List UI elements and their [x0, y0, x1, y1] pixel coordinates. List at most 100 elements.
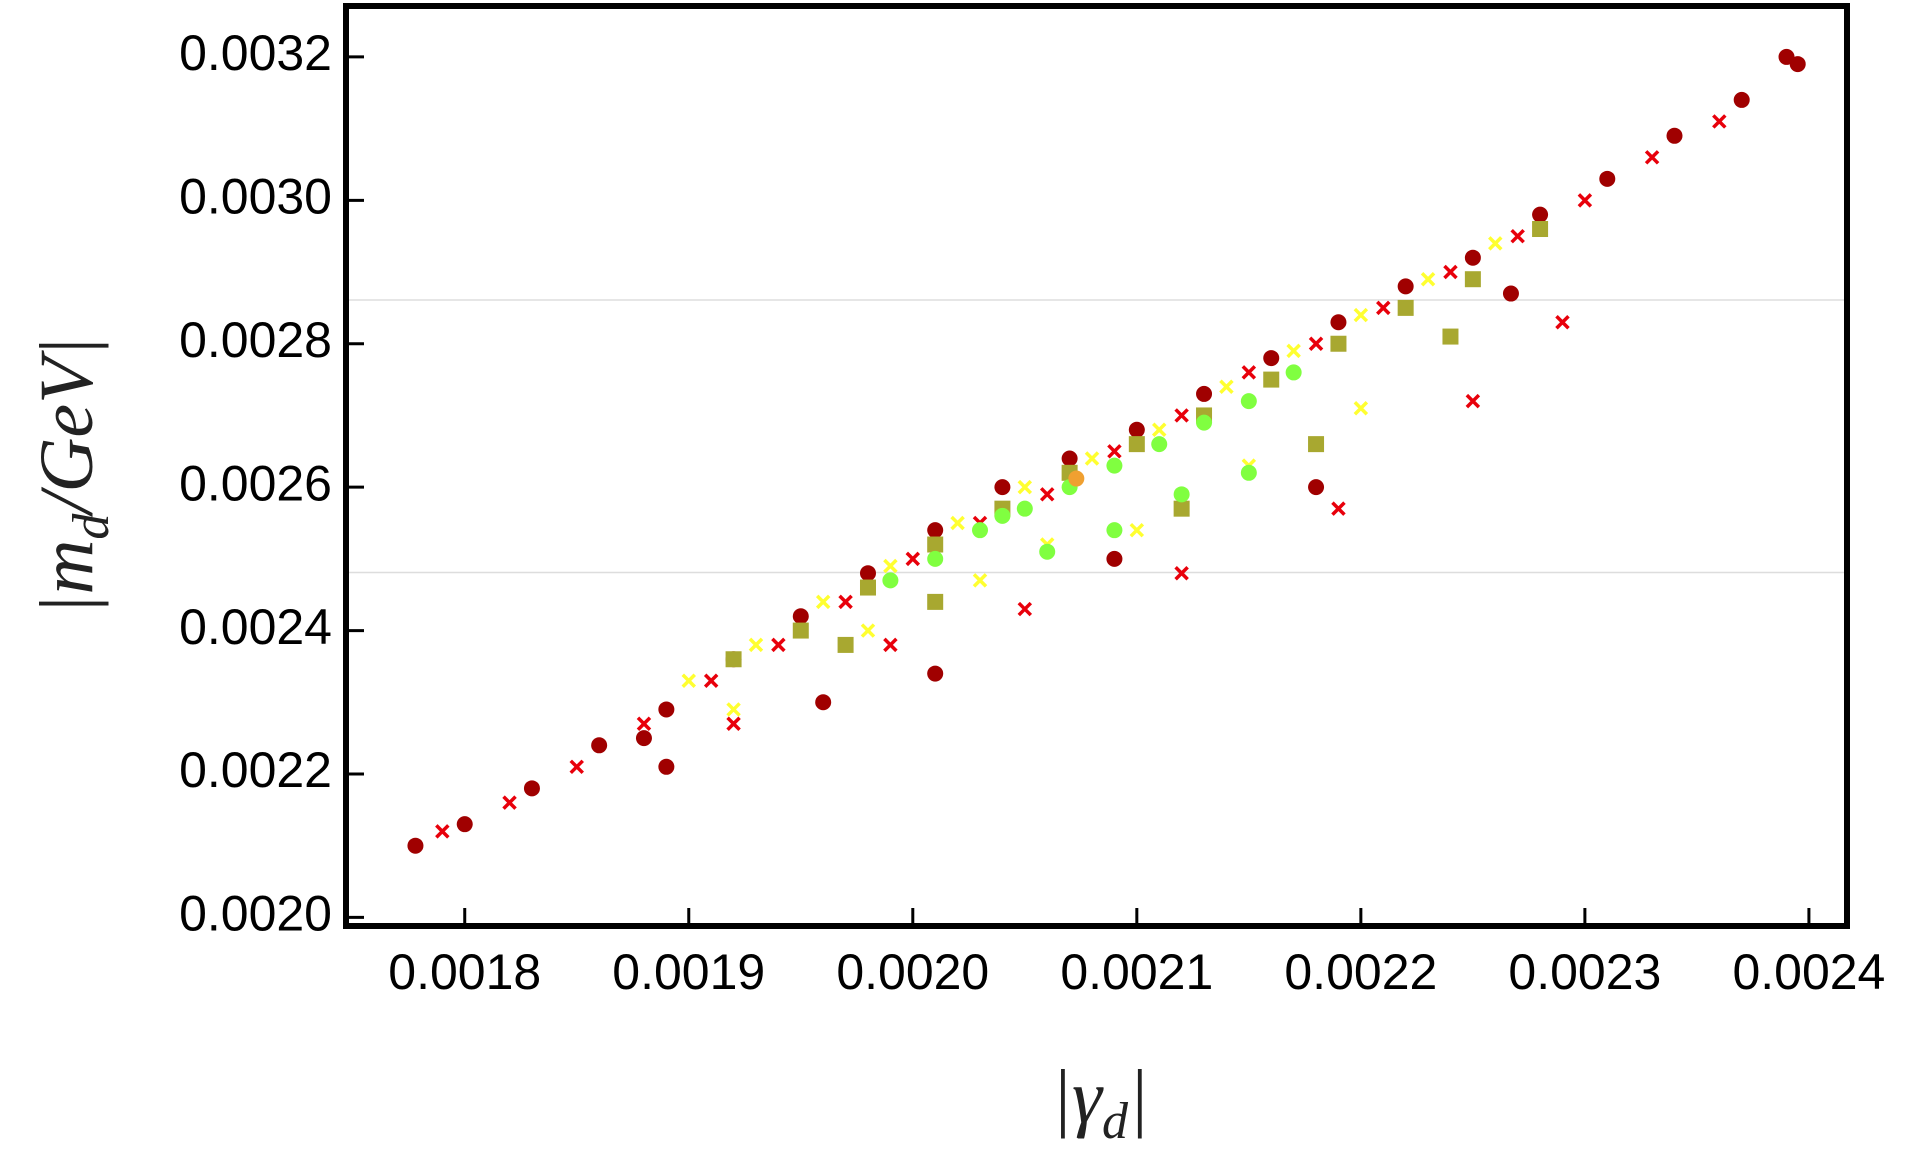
- point: [837, 636, 854, 653]
- point: [1789, 56, 1806, 73]
- point: [1465, 393, 1481, 409]
- point: [502, 795, 517, 810]
- point: [658, 758, 675, 775]
- y-label-sub: d: [63, 513, 120, 540]
- x-label-main: |γ: [1051, 1055, 1104, 1139]
- point: [972, 573, 988, 588]
- point: [1107, 444, 1122, 459]
- point: [905, 551, 921, 567]
- y-axis-label: |md/GeV|: [25, 337, 120, 616]
- point: [927, 522, 944, 539]
- point: [1061, 450, 1078, 467]
- point: [1397, 299, 1414, 316]
- point: [1420, 271, 1436, 287]
- point: [927, 550, 944, 567]
- x-tick-label: 0.0021: [1060, 944, 1213, 1000]
- point: [435, 824, 450, 839]
- point: [1039, 543, 1056, 560]
- point: [1263, 371, 1280, 388]
- point: [1173, 500, 1190, 517]
- point: [1263, 350, 1280, 367]
- point: [972, 522, 989, 539]
- point: [1129, 522, 1145, 538]
- point: [1577, 193, 1593, 208]
- point: [725, 651, 742, 668]
- point: [815, 694, 832, 711]
- point: [1084, 451, 1100, 466]
- point: [1733, 91, 1750, 108]
- point: [1174, 565, 1189, 581]
- point: [1151, 436, 1168, 453]
- point: [703, 673, 719, 688]
- point: [1510, 228, 1525, 244]
- point: [569, 759, 584, 775]
- y-tick-label: 0.0020: [179, 886, 332, 942]
- point: [1240, 393, 1257, 410]
- point: [1353, 401, 1369, 416]
- point: [1241, 365, 1257, 380]
- point: [1532, 221, 1549, 238]
- point: [994, 507, 1011, 524]
- point: [1666, 127, 1683, 144]
- y-label-main: |m: [25, 540, 109, 616]
- point: [1286, 343, 1301, 359]
- point: [927, 593, 944, 610]
- point: [1308, 479, 1325, 496]
- point: [1128, 421, 1145, 438]
- x-axis-label: |γd|: [1051, 1055, 1149, 1150]
- x-label-end: |: [1128, 1055, 1149, 1139]
- point: [658, 701, 675, 718]
- point: [1017, 479, 1033, 495]
- point: [792, 608, 809, 625]
- point: [1017, 601, 1033, 617]
- x-tick-label: 0.0018: [388, 944, 541, 1000]
- point: [838, 594, 853, 610]
- point: [859, 579, 876, 596]
- point: [1173, 486, 1190, 503]
- point: [860, 623, 876, 638]
- point: [1376, 300, 1391, 316]
- point: [994, 479, 1011, 496]
- point: [636, 716, 652, 732]
- point: [1442, 328, 1459, 345]
- point: [1464, 249, 1481, 266]
- point: [1488, 236, 1503, 251]
- point: [1599, 170, 1616, 187]
- point: [1016, 500, 1033, 517]
- point: [1644, 150, 1660, 165]
- point: [1330, 314, 1347, 331]
- point: [1039, 487, 1055, 502]
- point: [1712, 114, 1727, 129]
- y-tick-label: 0.0022: [179, 742, 332, 798]
- point: [1196, 385, 1213, 402]
- point: [1464, 271, 1481, 288]
- point: [591, 737, 608, 754]
- point: [1502, 285, 1519, 302]
- plot-frame: [343, 3, 1850, 929]
- point: [859, 565, 876, 582]
- point: [748, 637, 764, 653]
- point: [927, 536, 944, 553]
- point: [1330, 335, 1347, 352]
- y-tick-label: 0.0028: [179, 312, 332, 368]
- point: [883, 637, 898, 653]
- point: [456, 816, 473, 833]
- point: [1308, 436, 1325, 453]
- x-label-sub: d: [1102, 1093, 1129, 1150]
- point: [523, 780, 540, 797]
- point: [927, 665, 944, 682]
- y-tick-label: 0.0032: [179, 25, 332, 81]
- y-tick-label: 0.0026: [179, 455, 332, 511]
- y-label-end: /GeV|: [25, 337, 109, 518]
- point: [407, 837, 424, 854]
- point: [1397, 278, 1414, 295]
- point: [950, 515, 965, 531]
- point: [771, 637, 786, 653]
- point: [1106, 550, 1123, 567]
- point: [792, 622, 809, 639]
- x-tick-label: 0.0022: [1284, 944, 1437, 1000]
- point: [1106, 457, 1123, 474]
- point: [1308, 336, 1324, 351]
- point: [882, 572, 899, 589]
